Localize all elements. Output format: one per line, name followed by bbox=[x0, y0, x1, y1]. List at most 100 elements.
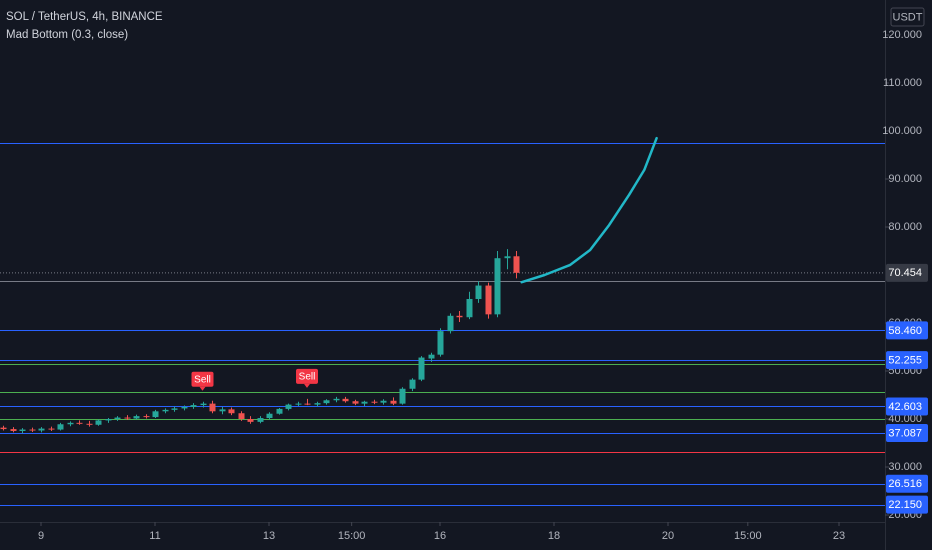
candle-body bbox=[504, 256, 511, 259]
price-badge bbox=[886, 321, 928, 340]
candle-body bbox=[456, 315, 463, 318]
candle-body bbox=[190, 405, 197, 407]
candle-body bbox=[428, 354, 435, 359]
candle-body bbox=[228, 409, 235, 414]
candle-body bbox=[266, 413, 273, 419]
price-badge bbox=[886, 397, 928, 416]
x-tick-label: 15:00 bbox=[734, 530, 762, 542]
candle-body bbox=[105, 418, 112, 421]
candle-body bbox=[57, 424, 64, 430]
candle-body bbox=[29, 429, 36, 431]
candle-body bbox=[390, 400, 397, 404]
sell-label-pointer bbox=[199, 386, 206, 391]
candle-body bbox=[247, 418, 254, 422]
plot-area: Sell Sell bbox=[0, 136, 885, 506]
price-badge-label: 52.255 bbox=[888, 355, 922, 367]
candle-body bbox=[304, 403, 311, 405]
candle-body bbox=[257, 418, 264, 422]
sell-label-box bbox=[191, 371, 214, 387]
last-price-badge bbox=[886, 263, 928, 282]
price-badge bbox=[886, 351, 928, 370]
candle-body bbox=[485, 285, 492, 315]
candle-body bbox=[285, 404, 292, 409]
candle-body bbox=[352, 401, 359, 404]
candle-body bbox=[124, 417, 131, 419]
candle-body bbox=[494, 258, 501, 315]
candle-body bbox=[67, 422, 74, 425]
candle-body bbox=[181, 406, 188, 409]
price-badge-label: 58.460 bbox=[888, 325, 922, 337]
candle-body bbox=[48, 428, 55, 430]
candle-body bbox=[333, 398, 340, 401]
sell-label-box bbox=[296, 368, 319, 384]
candle-body bbox=[418, 357, 425, 380]
indicator-name: Mad Bottom (0.3, close) bbox=[6, 29, 128, 41]
price-badge-label: 42.603 bbox=[888, 401, 922, 413]
candle-body bbox=[19, 429, 26, 431]
x-tick-label: 13 bbox=[263, 530, 275, 542]
candle-body bbox=[466, 298, 473, 318]
candle-body bbox=[295, 403, 302, 405]
candle-body bbox=[437, 331, 444, 355]
price-badge bbox=[886, 495, 928, 514]
price-badge-label: 37.087 bbox=[888, 427, 922, 439]
x-tick-label: 23 bbox=[833, 530, 845, 542]
candle-body bbox=[133, 416, 140, 419]
candle-body bbox=[314, 403, 321, 405]
candle-body bbox=[219, 409, 226, 412]
sell-label: Sell bbox=[194, 374, 211, 385]
candle-body bbox=[86, 423, 93, 425]
candle-body bbox=[513, 256, 520, 273]
y-tick-label: 100.000 bbox=[882, 125, 922, 137]
candle-body bbox=[171, 408, 178, 410]
x-tick-label: 9 bbox=[38, 530, 44, 542]
candle-body bbox=[342, 398, 349, 402]
candle-body bbox=[447, 315, 454, 332]
candle-body bbox=[200, 403, 207, 406]
candle-body bbox=[95, 420, 102, 425]
price-badge-label: 26.516 bbox=[888, 478, 922, 490]
y-tick-label: 90.000 bbox=[888, 173, 922, 185]
x-tick-label: 16 bbox=[434, 530, 446, 542]
candle-body bbox=[38, 428, 45, 431]
candle-body bbox=[114, 417, 121, 419]
sell-label: Sell bbox=[299, 371, 316, 382]
last-price-label: 70.454 bbox=[888, 267, 922, 279]
y-tick-label: 30.000 bbox=[888, 461, 922, 473]
y-tick-label: 80.000 bbox=[888, 221, 922, 233]
currency-box[interactable] bbox=[890, 7, 925, 27]
candle-body bbox=[399, 388, 406, 404]
candle-body bbox=[323, 400, 330, 404]
y-tick-label: 120.000 bbox=[882, 29, 922, 41]
candle-body bbox=[10, 429, 17, 431]
candle-body bbox=[361, 401, 368, 404]
axes: 120.000110.000100.00090.00080.00060.0005… bbox=[38, 29, 928, 542]
candle-body bbox=[143, 416, 150, 418]
candle-body bbox=[238, 413, 245, 419]
candle-body bbox=[276, 408, 283, 414]
candle-body bbox=[76, 422, 83, 424]
candle-body bbox=[162, 409, 169, 412]
sell-label-pointer bbox=[304, 383, 311, 388]
candle-body bbox=[380, 400, 387, 403]
candle-body bbox=[409, 379, 416, 389]
x-tick-label: 11 bbox=[149, 530, 160, 542]
x-tick-label: 15:00 bbox=[338, 530, 366, 542]
candle-body bbox=[371, 401, 378, 403]
currency-label[interactable]: USDT bbox=[893, 11, 923, 23]
price-badge bbox=[886, 474, 928, 493]
candle-body bbox=[152, 411, 159, 418]
candle-body bbox=[475, 285, 482, 299]
x-tick-label: 20 bbox=[662, 530, 674, 542]
y-tick-label: 110.000 bbox=[883, 77, 922, 89]
candle-body bbox=[209, 403, 216, 412]
y-tick-label: 40.000 bbox=[888, 413, 922, 425]
price-badge bbox=[886, 423, 928, 442]
x-tick-label: 18 bbox=[548, 530, 560, 542]
candle-body bbox=[0, 427, 7, 430]
symbol-title: SOL / TetherUS, 4h, BINANCE bbox=[6, 11, 163, 23]
price-badge-label: 22.150 bbox=[888, 499, 922, 511]
